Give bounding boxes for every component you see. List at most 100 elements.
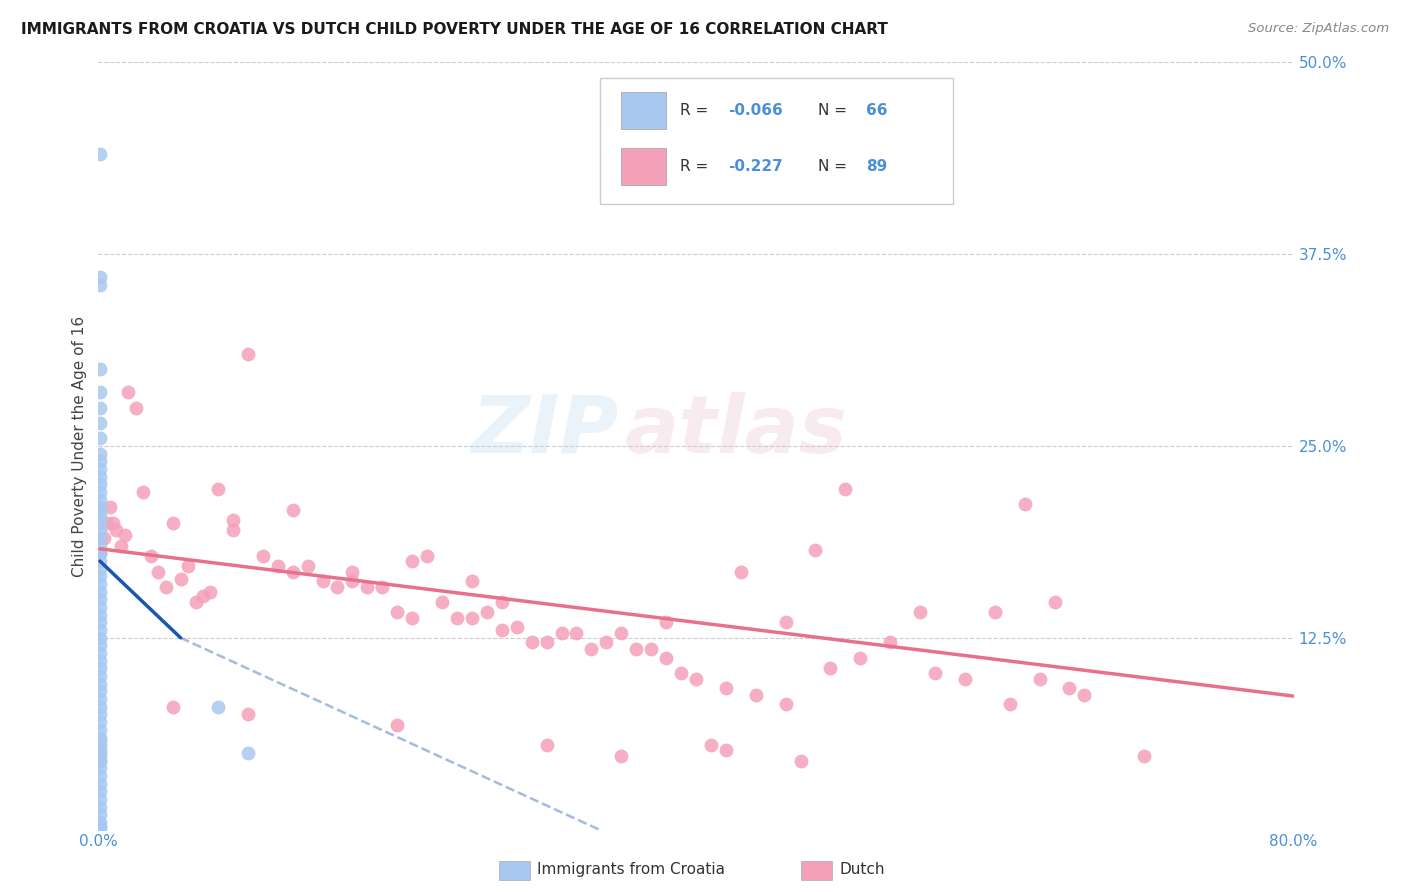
Point bbox=[640, 641, 662, 656]
Point bbox=[1133, 748, 1156, 763]
Point bbox=[267, 558, 290, 573]
Bar bbox=[620, 93, 666, 129]
Point bbox=[520, 635, 543, 649]
Point bbox=[849, 650, 872, 665]
Text: -0.066: -0.066 bbox=[728, 103, 783, 119]
Point bbox=[89, 646, 111, 660]
Point bbox=[89, 746, 111, 760]
Point bbox=[998, 697, 1021, 711]
Point bbox=[89, 661, 111, 675]
Point bbox=[89, 362, 111, 376]
Point bbox=[89, 600, 111, 615]
Point bbox=[446, 611, 468, 625]
Text: N =: N = bbox=[818, 103, 852, 119]
Point bbox=[207, 482, 229, 496]
Point bbox=[89, 784, 111, 798]
Point bbox=[581, 641, 603, 656]
Point bbox=[89, 577, 111, 591]
Point bbox=[401, 554, 423, 568]
Point bbox=[89, 607, 111, 622]
Point bbox=[89, 516, 111, 530]
Text: atlas: atlas bbox=[624, 392, 846, 470]
Point bbox=[565, 626, 588, 640]
Point bbox=[89, 584, 111, 599]
Point bbox=[804, 543, 827, 558]
Point bbox=[89, 454, 111, 468]
Point bbox=[879, 635, 901, 649]
Point bbox=[536, 738, 558, 752]
Point bbox=[700, 738, 723, 752]
Point bbox=[89, 743, 111, 757]
FancyBboxPatch shape bbox=[600, 78, 953, 204]
Point bbox=[89, 546, 111, 560]
Point bbox=[475, 605, 498, 619]
Text: R =: R = bbox=[681, 103, 714, 119]
Point bbox=[89, 277, 111, 292]
Text: R =: R = bbox=[681, 159, 714, 174]
Point bbox=[491, 623, 513, 637]
Point bbox=[595, 635, 617, 649]
Point bbox=[89, 546, 111, 560]
Point bbox=[89, 761, 111, 775]
Point bbox=[491, 595, 513, 609]
Text: -0.227: -0.227 bbox=[728, 159, 783, 174]
Point bbox=[89, 500, 111, 515]
Point bbox=[89, 270, 111, 285]
Point bbox=[281, 565, 304, 579]
Point bbox=[745, 688, 768, 702]
Point bbox=[1043, 595, 1066, 609]
Point bbox=[89, 615, 111, 630]
Point bbox=[200, 584, 222, 599]
Point bbox=[89, 416, 111, 430]
Point bbox=[89, 733, 111, 747]
Point bbox=[98, 500, 122, 515]
Point bbox=[655, 650, 678, 665]
Point bbox=[89, 592, 111, 607]
Point bbox=[89, 508, 111, 522]
Point bbox=[89, 147, 111, 161]
Point bbox=[89, 562, 111, 576]
Text: ZIP: ZIP bbox=[471, 392, 619, 470]
Point bbox=[89, 531, 111, 545]
Point bbox=[536, 635, 558, 649]
Point bbox=[207, 699, 229, 714]
Point bbox=[461, 574, 484, 588]
Point bbox=[125, 401, 148, 415]
Point bbox=[371, 580, 394, 594]
Point bbox=[714, 681, 737, 696]
Point bbox=[89, 431, 111, 445]
Point bbox=[148, 565, 170, 579]
Point bbox=[89, 707, 111, 722]
Point bbox=[984, 605, 1007, 619]
Point bbox=[114, 528, 136, 542]
Point bbox=[506, 620, 529, 634]
Point bbox=[685, 672, 707, 686]
Point bbox=[236, 347, 259, 361]
Point bbox=[89, 807, 111, 822]
Point bbox=[297, 558, 319, 573]
Text: IMMIGRANTS FROM CROATIA VS DUTCH CHILD POVERTY UNDER THE AGE OF 16 CORRELATION C: IMMIGRANTS FROM CROATIA VS DUTCH CHILD P… bbox=[21, 22, 889, 37]
Point bbox=[89, 699, 111, 714]
Point bbox=[626, 641, 648, 656]
Text: 89: 89 bbox=[866, 159, 887, 174]
Point bbox=[89, 684, 111, 698]
Point bbox=[132, 485, 155, 500]
Point bbox=[610, 626, 633, 640]
Point bbox=[89, 385, 111, 400]
Point bbox=[89, 792, 111, 806]
Point bbox=[222, 524, 245, 538]
Point bbox=[89, 715, 111, 730]
Point bbox=[89, 623, 111, 637]
Point bbox=[356, 580, 378, 594]
Point bbox=[655, 615, 678, 630]
Point bbox=[401, 611, 423, 625]
Point bbox=[908, 605, 931, 619]
Point bbox=[93, 531, 115, 545]
Point bbox=[89, 820, 111, 834]
Point bbox=[89, 503, 111, 517]
Point bbox=[714, 743, 737, 757]
Text: Dutch: Dutch bbox=[839, 863, 884, 877]
Point bbox=[162, 516, 184, 530]
Text: Immigrants from Croatia: Immigrants from Croatia bbox=[537, 863, 725, 877]
Point bbox=[89, 814, 111, 829]
